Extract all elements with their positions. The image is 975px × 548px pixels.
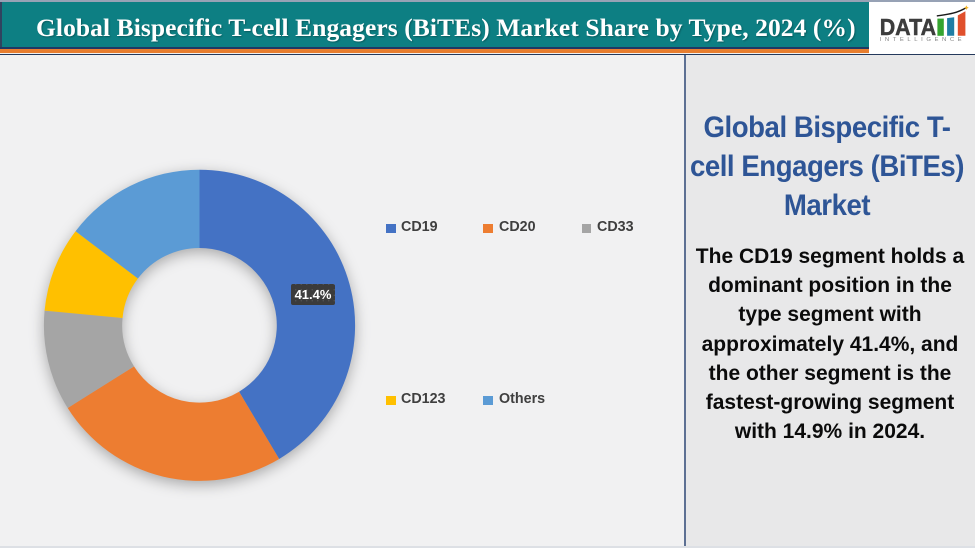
svg-text:INTELLIGENCE: INTELLIGENCE: [880, 37, 966, 43]
svg-text:DATA: DATA: [880, 14, 936, 40]
